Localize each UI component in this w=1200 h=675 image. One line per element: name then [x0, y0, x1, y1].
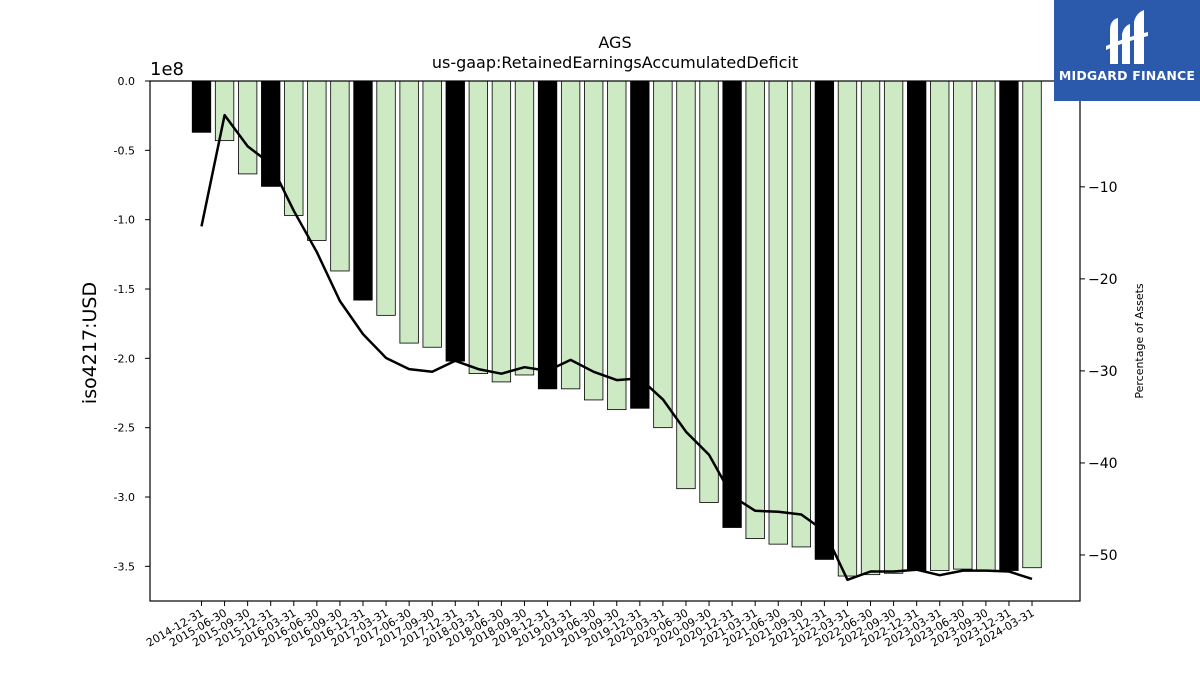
- bar-series: [191, 80, 1042, 577]
- chart-title: AGS: [598, 33, 631, 52]
- y-tick-label: -3.0: [114, 491, 135, 504]
- logo-mark-icon: [1106, 10, 1148, 64]
- bar: [445, 80, 465, 362]
- y-tick-label: -3.5: [114, 560, 135, 573]
- y2-axis-label: Percentage of Assets: [1133, 283, 1146, 399]
- logo-text: MIDGARD FINANCE: [1058, 68, 1196, 83]
- bar: [214, 80, 235, 142]
- chart-subtitle: us-gaap:RetainedEarningsAccumulatedDefic…: [432, 53, 798, 72]
- bar: [791, 80, 811, 548]
- plot-frame: [149, 80, 1081, 602]
- bar: [976, 80, 996, 571]
- logo: MIDGARD FINANCE: [1054, 0, 1200, 101]
- y-tick-label: -0.5: [114, 144, 135, 157]
- y2-axis: −10 −20 −30 −40 −50: [1080, 180, 1118, 564]
- bar: [607, 80, 627, 411]
- bar: [953, 80, 973, 570]
- x-axis: 2014-12-312015-06-302015-09-302015-12-31…: [144, 601, 1037, 650]
- y-tick-label: -2.5: [114, 422, 135, 435]
- y-tick-label: -1.5: [114, 283, 135, 296]
- y2-tick-label: −20: [1088, 272, 1118, 288]
- bar: [537, 80, 558, 390]
- bar: [699, 80, 719, 503]
- bar: [883, 80, 904, 574]
- y-axis-label: iso4217:USD: [79, 282, 101, 404]
- y2-tick-label: −30: [1088, 364, 1118, 380]
- bar: [999, 80, 1019, 571]
- bar: [422, 80, 442, 348]
- bar: [676, 80, 696, 490]
- bar: [584, 80, 604, 401]
- y-tick-label: -2.0: [114, 352, 135, 365]
- y-axis: 0.0 -0.5 -1.0 -1.5 -2.0 -2.5 -3.0 -3.5: [114, 75, 150, 573]
- bar: [630, 80, 650, 409]
- bar: [468, 80, 488, 374]
- bar: [514, 80, 535, 376]
- bar: [376, 80, 396, 316]
- line-series: [200, 113, 1033, 582]
- y2-tick-label: −50: [1088, 548, 1118, 564]
- y-tick-label: 0.0: [118, 75, 136, 88]
- y-offset-label: 1e8: [150, 59, 184, 80]
- percentage-line: [200, 113, 1033, 582]
- y2-tick-label: −40: [1088, 456, 1118, 472]
- y-tick-label: -1.0: [114, 214, 135, 227]
- bar: [653, 80, 673, 429]
- bar: [837, 80, 858, 577]
- bar: [1022, 80, 1042, 569]
- bar: [399, 80, 419, 344]
- bar: [191, 80, 212, 133]
- bar: [330, 80, 350, 272]
- bar: [930, 80, 950, 571]
- bar: [722, 80, 742, 528]
- bar: [745, 80, 765, 540]
- bar: [814, 80, 835, 560]
- bar: [907, 80, 927, 571]
- y2-tick-label: −10: [1088, 180, 1118, 196]
- bar: [261, 80, 281, 187]
- bar: [353, 80, 373, 301]
- bar: [237, 80, 258, 175]
- bar: [768, 80, 788, 545]
- bar: [307, 80, 327, 241]
- bar: [560, 80, 581, 390]
- bar: [491, 80, 512, 383]
- bar: [860, 80, 881, 576]
